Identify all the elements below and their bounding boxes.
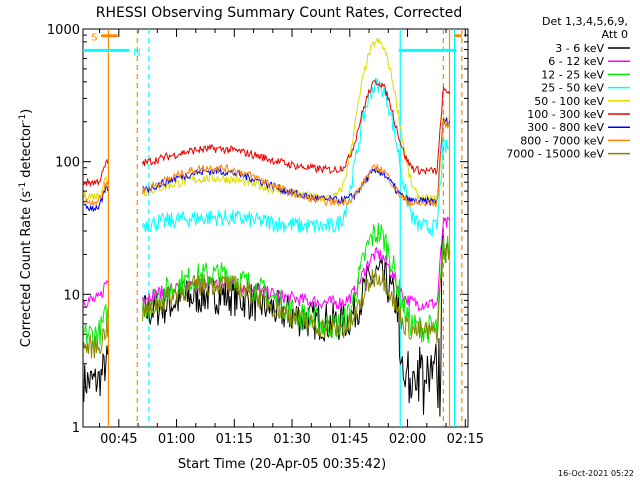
x-tick-label: 00:45 <box>100 432 137 447</box>
x-tick-label: 01:00 <box>158 432 195 447</box>
y-axis: 1 10 100 1000 <box>47 23 468 436</box>
y-axis-label: Corrected Count Rate (s-1 detector-1) <box>18 109 34 347</box>
plot-area <box>82 28 469 428</box>
legend-label: 12 - 25 keV <box>541 68 604 81</box>
legend-label: 50 - 100 keV <box>534 95 604 108</box>
flag-bars: SN <box>83 33 462 58</box>
legend-label: 6 - 12 keV <box>548 55 604 68</box>
x-tick-label: 01:15 <box>216 432 253 447</box>
flag-label: S <box>91 33 97 44</box>
x-axis-label: Start Time (20-Apr-05 00:35:42) <box>178 457 386 472</box>
legend-label: 7000 - 15000 keV <box>506 148 604 161</box>
legend-label: 800 - 7000 keV <box>520 134 604 147</box>
series-line <box>83 222 450 349</box>
legend-header-line2: Att 0 <box>602 28 628 41</box>
series-line <box>83 228 450 417</box>
series-line <box>83 242 450 359</box>
series-line <box>83 119 450 208</box>
x-tick-label: 02:00 <box>389 432 426 447</box>
y-tick-label: 10 <box>63 288 80 303</box>
legend-label: 25 - 50 keV <box>541 82 604 95</box>
x-tick-label: 01:30 <box>273 432 310 447</box>
legend-label: 100 - 300 keV <box>527 108 604 121</box>
x-tick-label: 01:45 <box>331 432 368 447</box>
series-line <box>142 78 450 238</box>
flag-label: N <box>133 47 140 58</box>
y-tick-label: 100 <box>55 156 80 171</box>
series-line <box>83 36 450 204</box>
series-line <box>83 116 450 213</box>
legend-label: 300 - 800 keV <box>527 121 604 134</box>
series-line <box>83 80 450 188</box>
series-lines <box>83 36 450 417</box>
timestamp: 16-Oct-2021 05:22 <box>558 469 634 478</box>
legend-label: 3 - 6 keV <box>555 42 604 55</box>
chart-title: RHESSI Observing Summary Count Rates, Co… <box>96 5 462 21</box>
y-tick-label: 1 <box>72 421 80 436</box>
legend-header-line1: Det 1,3,4,5,6,9, <box>542 15 628 28</box>
y-tick-label: 1000 <box>47 23 80 38</box>
x-axis: 00:45 01:00 01:15 01:30 01:45 02:00 02:15 <box>99 29 484 447</box>
x-tick-label: 02:15 <box>447 432 484 447</box>
